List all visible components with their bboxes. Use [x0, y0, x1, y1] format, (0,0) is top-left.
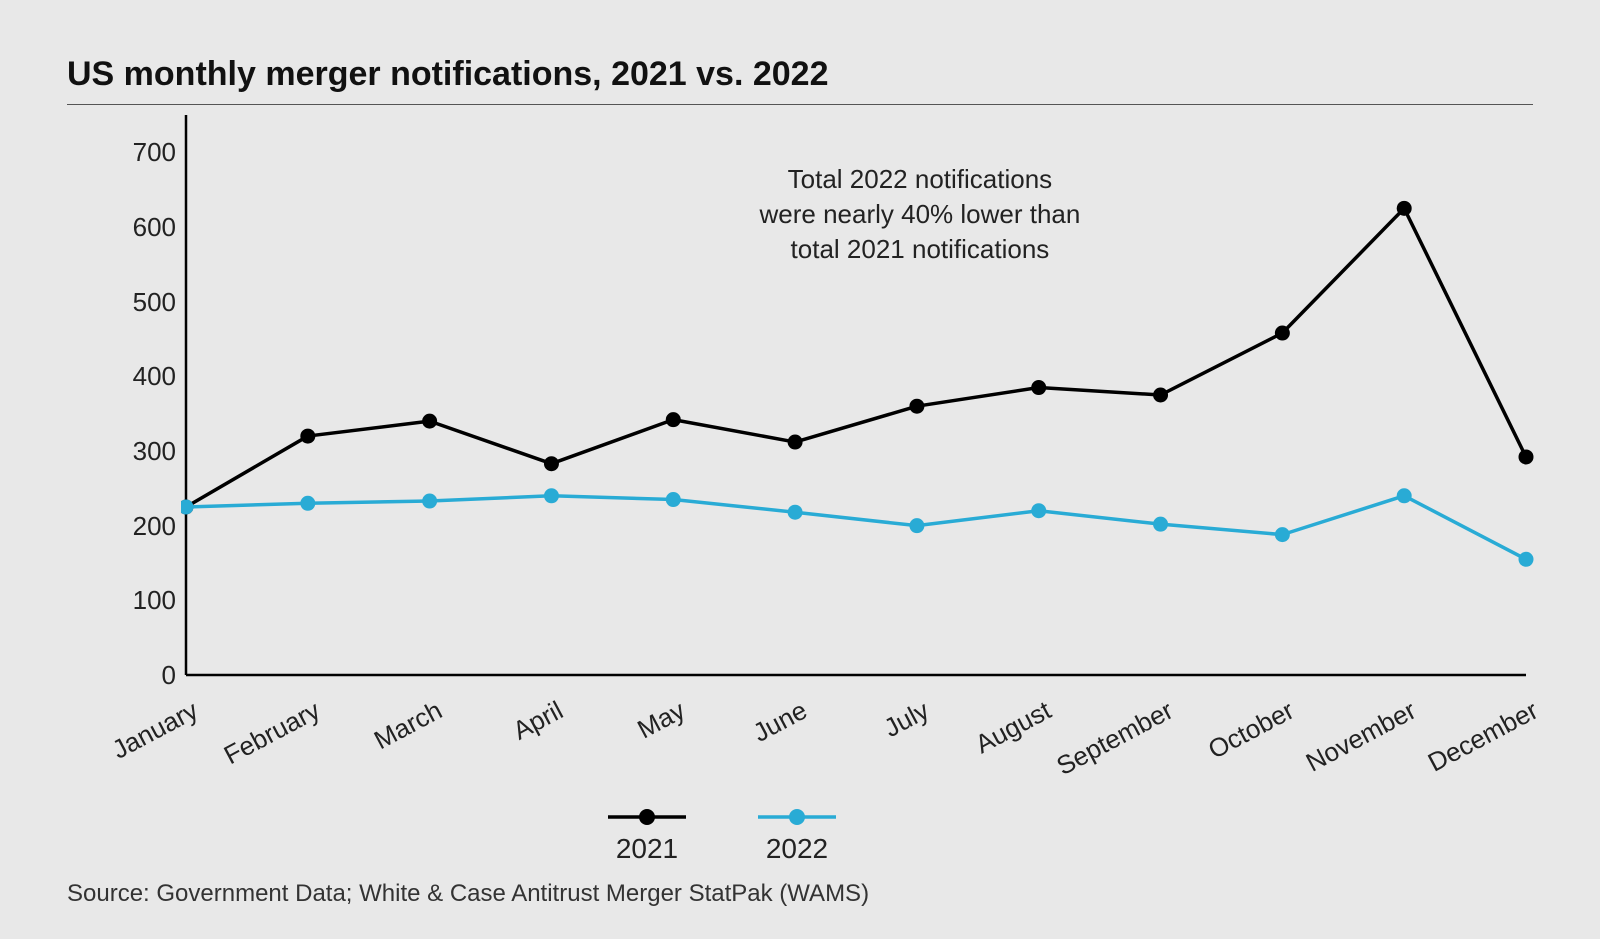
- chart-annotation: Total 2022 notificationswere nearly 40% …: [760, 162, 1081, 267]
- y-tick-label: 200: [96, 511, 176, 542]
- source-citation: Source: Government Data; White & Case An…: [67, 880, 869, 908]
- y-tick-label: 300: [96, 436, 176, 467]
- y-tick-label: 600: [96, 212, 176, 243]
- annotation-line: Total 2022 notifications: [760, 162, 1081, 197]
- y-tick-label: 100: [96, 585, 176, 616]
- annotation-line: were nearly 40% lower than: [760, 197, 1081, 232]
- chart-title: US monthly merger notifications, 2021 vs…: [67, 55, 829, 94]
- y-tick-label: 400: [96, 361, 176, 392]
- title-underline: [67, 104, 1533, 105]
- legend-label-2022: 2022: [766, 833, 828, 865]
- y-tick-label: 0: [96, 660, 176, 691]
- annotation-line: total 2021 notifications: [760, 232, 1081, 267]
- legend-label-2021: 2021: [616, 833, 678, 865]
- legend-swatch-2022: [758, 807, 836, 827]
- legend-item-2021: 2021: [608, 807, 686, 865]
- legend-item-2022: 2022: [758, 807, 836, 865]
- y-tick-label: 500: [96, 287, 176, 318]
- y-tick-label: 700: [96, 137, 176, 168]
- chart-container: US monthly merger notifications, 2021 vs…: [0, 0, 1600, 939]
